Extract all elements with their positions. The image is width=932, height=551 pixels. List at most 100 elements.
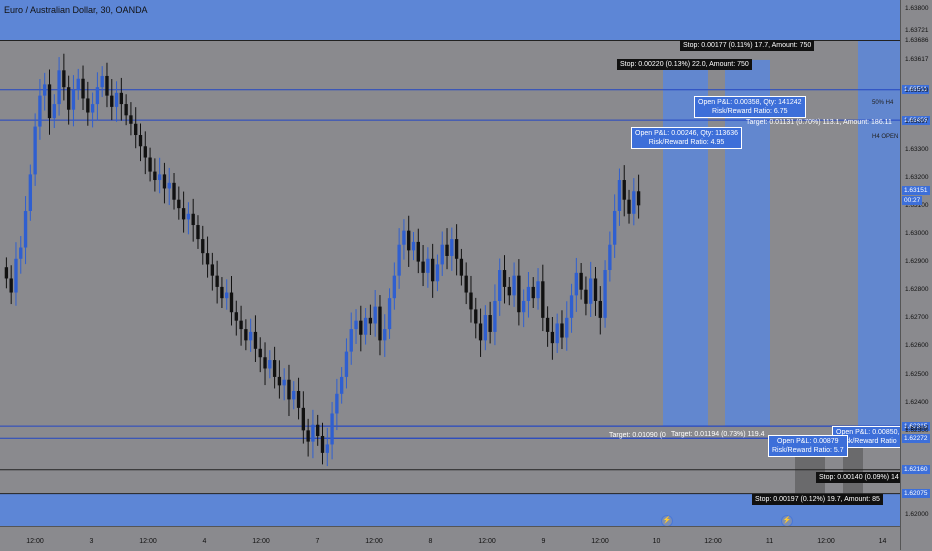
candle-body — [62, 70, 66, 88]
stop-label-bottom-1[interactable]: Stop: 0.00140 (0.09%) 14 — [816, 472, 900, 483]
candle-body — [201, 239, 205, 254]
time-tick-label: 12:00 — [365, 538, 383, 545]
candle-body — [157, 174, 162, 181]
stop-label-top-1[interactable]: Stop: 0.00177 (0.11%) 17.7, Amount: 750 — [680, 40, 815, 51]
candle-body — [603, 270, 607, 318]
candle-body — [110, 95, 114, 107]
candle-body — [181, 208, 186, 220]
target-label-1[interactable]: Target: 0.01131 (0.70%) 113.1, Amount: 1… — [746, 119, 892, 126]
candle-body — [545, 317, 550, 332]
position-box-1 — [663, 59, 708, 427]
candle-body — [526, 286, 531, 301]
pnl-1-line2: Risk/Reward Ratio: 6.75 — [712, 108, 788, 115]
candle-body — [244, 329, 248, 341]
price-tick-label: 1.63397 — [905, 118, 929, 126]
time-tick-label: 8 — [428, 538, 433, 545]
pnl-1-line1: Open P&L: 0.00358, Qty: 141242 — [698, 99, 802, 106]
candle-body — [253, 331, 258, 349]
price-axis[interactable]: 1.63800 1.63721 1.63686 1.63617 1.63511 1.635… — [900, 0, 932, 550]
pnl-3-line1: Open P&L: 0.00850, — [836, 429, 900, 436]
pnl-4-line2: Risk/Reward Ratio: 5.7 — [772, 447, 844, 454]
candle-body — [498, 270, 502, 301]
candle-body — [574, 272, 579, 296]
candle-body — [143, 146, 147, 158]
candle-body — [560, 323, 564, 338]
candle-body — [277, 376, 282, 386]
candle-body — [335, 393, 339, 414]
candle-body — [531, 286, 535, 299]
chart-pane[interactable]: Euro / Australian Dollar, 30, OANDA 50% … — [0, 0, 900, 526]
price-tick-label: 1.62315 — [902, 421, 930, 431]
candle-body — [402, 230, 406, 245]
pnl-2-line2: Risk/Reward Ratio: 4.95 — [648, 139, 725, 146]
candle-body — [608, 244, 612, 271]
candle-body — [263, 357, 267, 369]
candle-body — [459, 258, 464, 276]
candle-body — [407, 230, 411, 251]
pnl-label-3[interactable]: Open P&L: 0.00850, Risk/Reward Ratio — [832, 426, 900, 448]
price-tick-label: 1.63151 — [902, 186, 930, 196]
candle-body — [541, 281, 545, 318]
candle-body — [167, 182, 171, 189]
price-tick-label: 1.62160 — [902, 465, 930, 475]
candle-body — [373, 306, 377, 324]
pnl-label-2[interactable]: Open P&L: 0.00246, Qty: 113636 Risk/Rewa… — [631, 127, 743, 149]
candle-body — [627, 199, 631, 214]
time-tick-label: 3 — [89, 538, 94, 545]
candle-body — [95, 87, 100, 105]
candle-body — [598, 300, 602, 318]
candle-body — [76, 78, 80, 91]
candle-body — [248, 331, 253, 341]
candle-body — [555, 323, 559, 344]
candle-body — [100, 75, 104, 88]
candle-body — [416, 241, 420, 262]
candle-body — [550, 331, 555, 344]
price-tick-label: 1.63686 — [905, 37, 929, 44]
target-label-2[interactable]: Target: 0.01090 (0 — [609, 432, 666, 439]
candle-body — [387, 298, 392, 330]
time-tick-label: 12:00 — [252, 538, 270, 545]
candle-body — [114, 92, 119, 107]
candle-body — [4, 267, 9, 279]
candle-body — [440, 244, 444, 265]
pnl-4-line1: Open P&L: 0.00879 — [777, 438, 839, 445]
stop-label-top-2[interactable]: Stop: 0.00220 (0.13%) 22.0, Amount: 750 — [617, 59, 752, 70]
price-tick-label: 1.63511 — [902, 85, 930, 95]
price-tick-label: 1.62600 — [905, 342, 929, 350]
time-tick-label: 11 — [765, 538, 774, 545]
pnl-label-1[interactable]: Open P&L: 0.00358, Qty: 141242 Risk/Rewa… — [694, 96, 806, 118]
candle-body — [363, 317, 368, 335]
candle-body — [287, 379, 291, 400]
candle-body — [229, 292, 234, 313]
candle-body — [344, 351, 349, 377]
economic-event-icon-1[interactable]: ⚡ — [661, 515, 673, 526]
candle-body — [579, 272, 583, 290]
price-tick-label: 1.63721 — [905, 27, 929, 35]
price-tick-label: 1.63100 — [905, 201, 929, 209]
candle-body — [378, 306, 382, 341]
time-tick-label: 10 — [652, 538, 661, 545]
chart-canvas[interactable] — [0, 0, 900, 526]
time-axis[interactable]: 12:00 3 12:00 4 12:00 7 12:00 8 12:00 9 12:00 10 12:… — [0, 526, 900, 551]
candle-body — [383, 329, 387, 341]
candle-body — [272, 360, 277, 377]
target-label-3[interactable]: Target: 0.01194 (0.73%) 119.4 — [671, 431, 765, 438]
bar-countdown: 00:27 — [902, 195, 923, 205]
candle-body — [411, 241, 416, 251]
pnl-label-4[interactable]: Open P&L: 0.00879 Risk/Reward Ratio: 5.7 — [768, 435, 848, 457]
symbol-title: Euro / Australian Dollar, 30, OANDA — [4, 5, 148, 15]
position-box-2 — [725, 59, 770, 427]
candle-body — [426, 258, 430, 273]
candle-body — [478, 323, 483, 341]
candle-body — [593, 278, 598, 301]
note-h4-open: H4 OPEN — [872, 134, 899, 140]
stop-label-bottom-2[interactable]: Stop: 0.00197 (0.12%) 19.7, Amount: 85 — [752, 494, 883, 505]
candle-body — [225, 292, 229, 299]
candle-body — [148, 157, 152, 172]
candle-body — [502, 270, 507, 287]
candle-body — [368, 317, 373, 324]
zone-bottom — [0, 493, 900, 526]
candle-body — [392, 275, 397, 299]
candle-body — [464, 275, 468, 293]
economic-event-icon-2[interactable]: ⚡ — [781, 515, 793, 526]
